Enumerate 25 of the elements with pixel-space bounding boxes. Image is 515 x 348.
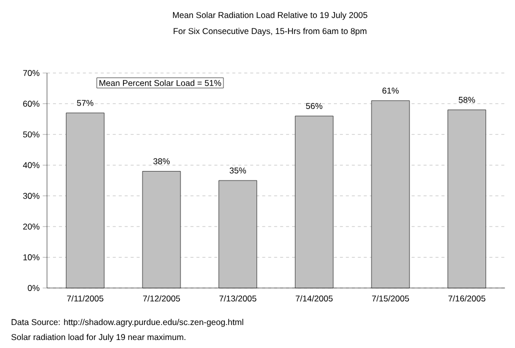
y-tick-label: 50% (23, 131, 40, 138)
chart-subtitle: For Six Consecutive Days, 15-Hrs from 6am to 8pm (174, 28, 366, 36)
x-tick-label: 7/11/2005 (67, 295, 104, 302)
y-tick-label: 40% (22, 162, 40, 168)
y-tick-label: 60% (23, 100, 40, 107)
y-tick-label: 70% (23, 70, 40, 76)
data-label: 58% (458, 96, 476, 103)
x-tick-label: 7/14/2005 (296, 295, 333, 302)
chart-title: Mean Solar Radiation Load Relative to 19 July 2005 (173, 12, 368, 20)
x-tick-label: 7/15/2005 (372, 295, 409, 302)
x-tick-label: 7/16/2005 (448, 295, 486, 302)
y-tick-label: 20% (23, 224, 40, 230)
x-tick-label: 7/12/2005 (143, 295, 180, 302)
source-note: Data Source: http://shadow.agry.purdue.edu/sc.zen-geog.html (12, 318, 244, 327)
data-label: 38% (153, 158, 170, 164)
data-label: 35% (230, 167, 246, 174)
data-label: 57% (77, 100, 94, 106)
x-tick-label: 7/13/2005 (219, 295, 256, 302)
text: Solar radiation load for July 19 near maximum. (11, 334, 186, 342)
data-label: 61% (382, 88, 399, 94)
data-label: 56% (306, 102, 322, 109)
annotation: Mean Percent Solar Load = 51% (99, 80, 222, 86)
y-tick-label: 30% (23, 192, 40, 199)
y-tick-label: 0% (28, 285, 40, 291)
y-tick-label: 10% (23, 254, 40, 260)
